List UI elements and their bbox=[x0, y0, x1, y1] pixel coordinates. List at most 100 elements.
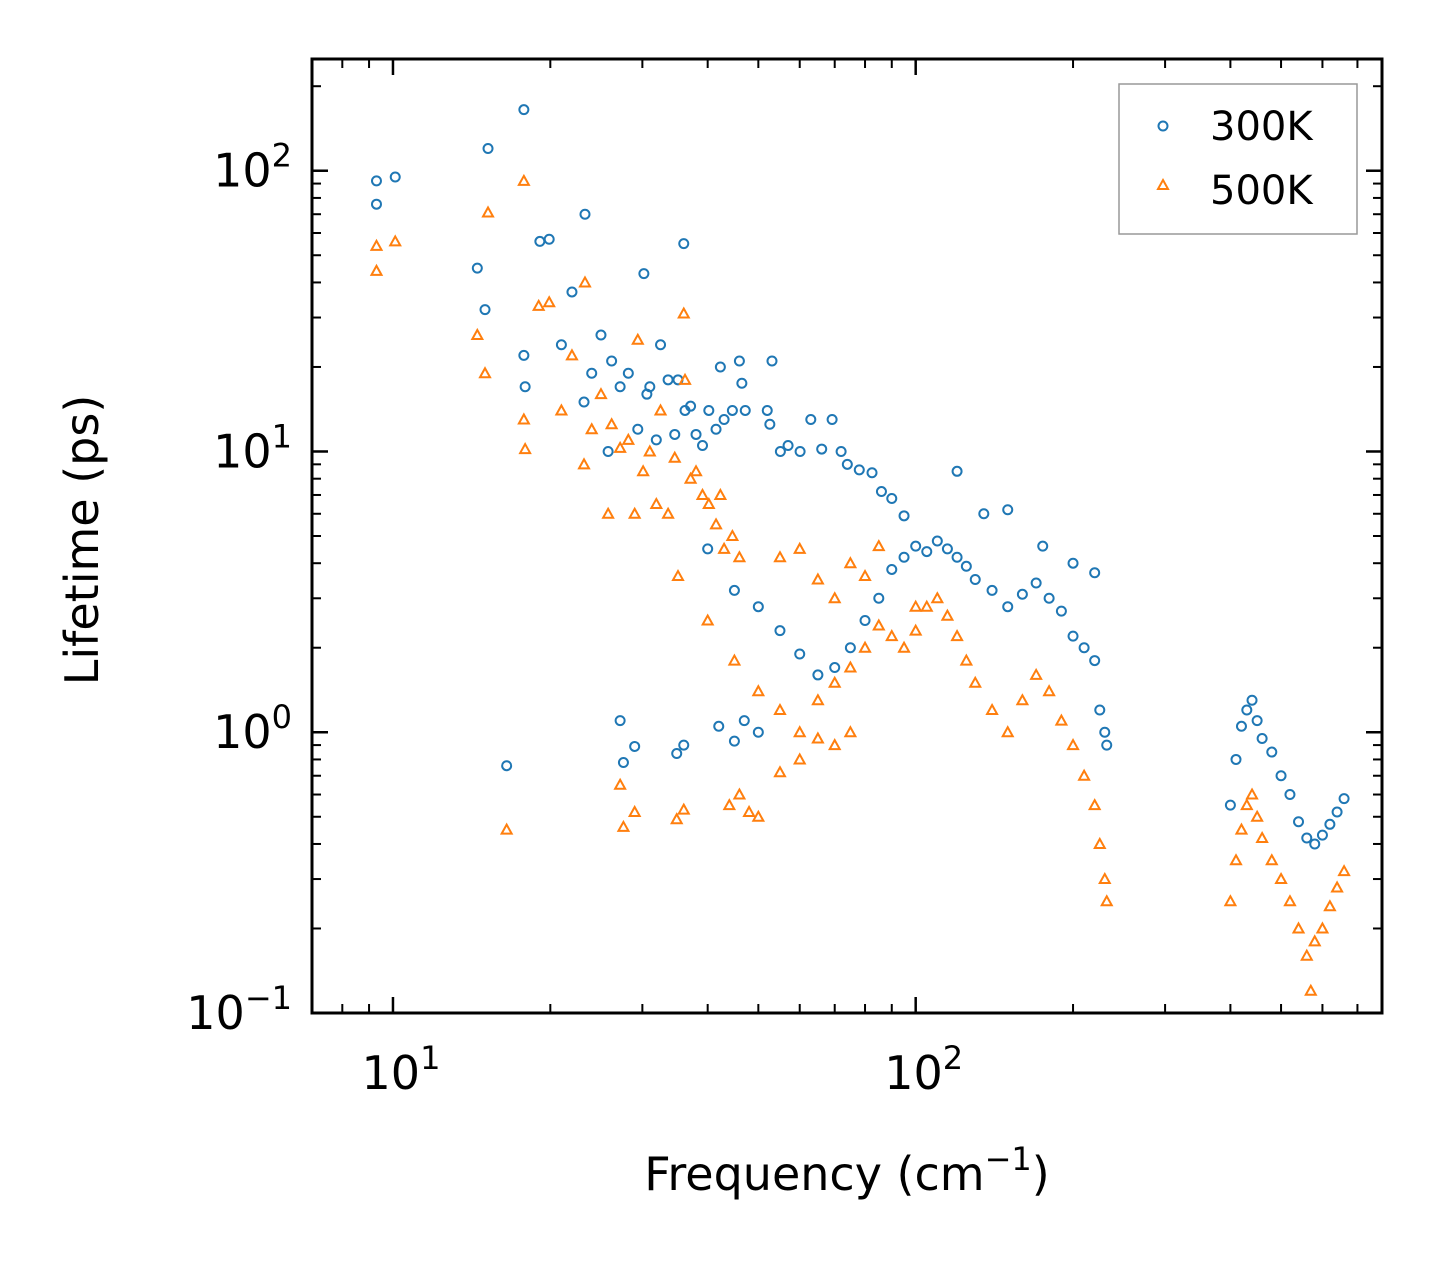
data-point bbox=[1100, 894, 1114, 907]
data-point bbox=[534, 235, 546, 247]
data-point bbox=[678, 739, 690, 751]
data-point bbox=[835, 445, 847, 457]
data-point bbox=[1250, 809, 1264, 822]
data-point bbox=[960, 560, 972, 572]
data-point bbox=[621, 432, 636, 445]
data-point bbox=[614, 381, 626, 393]
data-point bbox=[586, 367, 598, 379]
data-point bbox=[1324, 818, 1336, 830]
data-point bbox=[617, 757, 629, 769]
data-point bbox=[722, 798, 737, 811]
data-point bbox=[1245, 787, 1259, 800]
data-point bbox=[517, 173, 531, 186]
data-point bbox=[1067, 630, 1079, 642]
data-point bbox=[793, 541, 807, 554]
data-point bbox=[872, 618, 886, 631]
data-point bbox=[1016, 588, 1028, 600]
data-point bbox=[1338, 793, 1350, 805]
data-point bbox=[669, 428, 681, 440]
y-tick-label: 102 bbox=[213, 137, 292, 198]
data-point bbox=[1315, 921, 1330, 934]
legend-marker-300k bbox=[1157, 120, 1169, 132]
data-point bbox=[566, 286, 578, 298]
data-point bbox=[794, 445, 806, 457]
data-point bbox=[732, 550, 747, 563]
data-point bbox=[858, 568, 872, 582]
data-point bbox=[543, 233, 555, 245]
data-point bbox=[732, 787, 747, 800]
data-point bbox=[689, 464, 703, 477]
data-point bbox=[866, 467, 878, 479]
data-point bbox=[594, 387, 608, 400]
data-point bbox=[604, 417, 619, 430]
data-point bbox=[702, 543, 714, 555]
data-point bbox=[627, 804, 642, 817]
data-point bbox=[950, 629, 964, 642]
y-tick-label: 101 bbox=[213, 417, 292, 478]
data-point bbox=[641, 388, 653, 400]
data-point bbox=[499, 822, 514, 835]
data-point bbox=[910, 540, 922, 552]
data-point bbox=[662, 374, 674, 386]
plot-frame bbox=[310, 57, 1384, 1015]
data-point bbox=[811, 693, 825, 706]
data-point bbox=[951, 465, 963, 477]
data-point bbox=[613, 777, 627, 790]
data-point bbox=[751, 809, 766, 822]
data-point bbox=[1291, 921, 1306, 934]
data-point bbox=[766, 355, 778, 367]
data-point bbox=[713, 487, 728, 500]
data-point bbox=[828, 675, 842, 688]
data-point bbox=[683, 471, 698, 484]
data-point bbox=[728, 735, 740, 747]
data-point bbox=[1224, 799, 1236, 811]
data-point bbox=[1274, 871, 1288, 885]
data-point bbox=[959, 653, 974, 666]
data-point bbox=[650, 434, 662, 446]
data-point bbox=[1067, 557, 1079, 569]
data-point bbox=[978, 508, 990, 520]
data-point bbox=[853, 464, 865, 476]
data-point bbox=[782, 440, 794, 452]
data-point bbox=[531, 298, 546, 311]
data-point bbox=[1087, 798, 1102, 811]
data-point bbox=[751, 684, 766, 697]
data-point bbox=[655, 339, 667, 351]
data-point bbox=[1094, 704, 1106, 716]
data-point bbox=[843, 725, 858, 738]
data-point bbox=[1078, 642, 1090, 654]
data-point bbox=[670, 812, 684, 825]
data-point bbox=[678, 238, 690, 250]
data-point bbox=[643, 444, 657, 457]
data-point bbox=[1037, 540, 1049, 552]
data-point bbox=[1283, 894, 1297, 907]
data-point bbox=[908, 599, 923, 612]
data-point bbox=[774, 625, 786, 637]
y-tick-label: 10−1 bbox=[186, 979, 292, 1040]
data-point bbox=[811, 731, 825, 744]
data-point bbox=[1323, 899, 1337, 912]
data-point bbox=[1337, 864, 1351, 877]
data-point bbox=[885, 629, 899, 642]
data-point bbox=[931, 535, 943, 547]
data-point bbox=[1077, 768, 1091, 781]
data-point bbox=[631, 332, 645, 345]
data-point bbox=[1015, 693, 1030, 706]
data-point bbox=[1251, 715, 1263, 727]
data-point bbox=[726, 404, 738, 416]
data-point bbox=[858, 640, 872, 653]
data-point bbox=[690, 428, 702, 440]
data-point bbox=[697, 440, 709, 452]
legend-label-500k: 500K bbox=[1210, 168, 1314, 214]
data-point bbox=[733, 355, 745, 367]
data-point bbox=[578, 275, 592, 288]
data-point bbox=[519, 381, 531, 393]
data-point bbox=[636, 464, 650, 477]
data-point bbox=[985, 702, 999, 716]
legend-label-300k: 300K bbox=[1210, 104, 1314, 150]
data-point bbox=[774, 445, 786, 457]
data-point bbox=[826, 413, 838, 425]
data-point bbox=[986, 584, 998, 596]
data-point bbox=[632, 423, 644, 435]
data-point bbox=[627, 506, 642, 519]
